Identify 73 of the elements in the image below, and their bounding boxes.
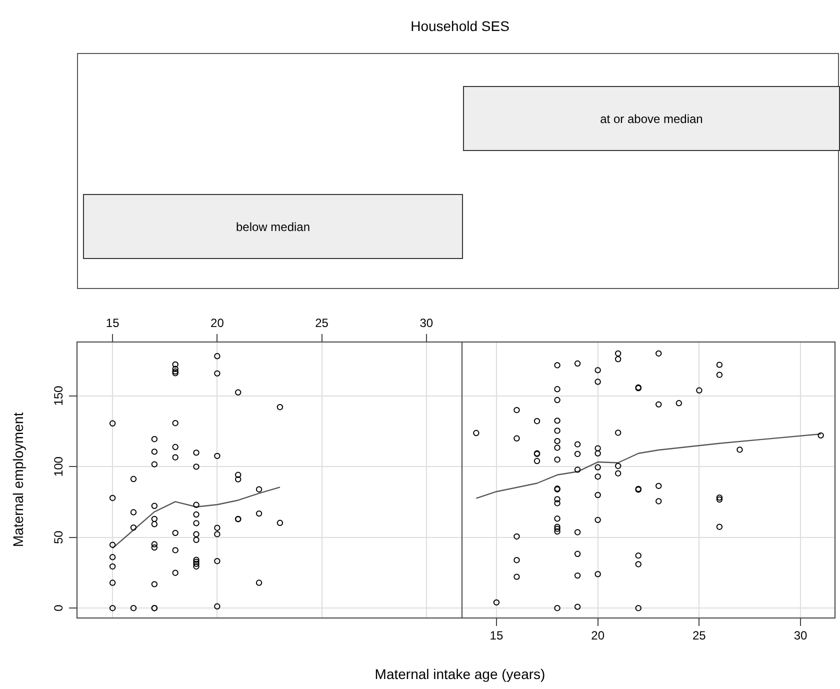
point bbox=[151, 461, 158, 468]
point bbox=[193, 556, 200, 563]
point bbox=[256, 580, 262, 586]
x-tick-label: 25 bbox=[315, 316, 329, 330]
x-tick-label: 30 bbox=[794, 628, 808, 643]
x-tick-label: 20 bbox=[210, 316, 224, 330]
point bbox=[235, 472, 242, 478]
point bbox=[130, 604, 137, 612]
point bbox=[151, 541, 158, 548]
point bbox=[193, 464, 200, 470]
point bbox=[109, 542, 116, 548]
point bbox=[193, 531, 200, 538]
point bbox=[214, 353, 220, 360]
point bbox=[193, 502, 200, 508]
x-tick-label: 15 bbox=[490, 628, 504, 643]
point bbox=[172, 454, 178, 460]
point bbox=[172, 368, 178, 375]
point bbox=[193, 536, 200, 543]
point bbox=[214, 603, 220, 610]
point bbox=[130, 509, 137, 516]
point bbox=[193, 520, 200, 526]
y-tick-label: 150 bbox=[51, 385, 66, 406]
point bbox=[151, 436, 158, 442]
point bbox=[172, 361, 178, 368]
point bbox=[193, 558, 200, 565]
point bbox=[193, 511, 200, 518]
point bbox=[109, 563, 116, 570]
point bbox=[109, 580, 116, 586]
x-tick-label: 20 bbox=[591, 628, 605, 643]
point bbox=[214, 452, 220, 460]
point bbox=[172, 370, 178, 376]
point bbox=[172, 366, 178, 372]
point bbox=[172, 530, 178, 536]
point bbox=[235, 476, 242, 482]
text: Household SES bbox=[410, 18, 510, 34]
point bbox=[256, 510, 262, 517]
x-axis-title: Maternal intake age (years) bbox=[374, 666, 546, 682]
point bbox=[151, 581, 158, 588]
point bbox=[130, 476, 137, 482]
point bbox=[151, 521, 158, 528]
point bbox=[193, 563, 200, 570]
point bbox=[172, 547, 178, 554]
point bbox=[193, 450, 200, 456]
point bbox=[214, 558, 220, 564]
point bbox=[214, 524, 220, 531]
x-tick-label: 25 bbox=[692, 628, 706, 643]
point bbox=[151, 516, 158, 522]
point bbox=[151, 448, 158, 455]
y-tick-label: 0 bbox=[51, 604, 66, 612]
point bbox=[151, 544, 158, 551]
point bbox=[193, 560, 200, 567]
x-tick-label: 30 bbox=[420, 316, 434, 330]
point bbox=[214, 531, 220, 538]
point bbox=[214, 370, 220, 377]
point bbox=[130, 524, 137, 531]
y-axis-title: Maternal employment bbox=[10, 412, 26, 550]
point bbox=[276, 520, 284, 526]
point bbox=[109, 604, 116, 612]
point bbox=[109, 554, 116, 560]
y-tick-label: 100 bbox=[51, 456, 66, 477]
point bbox=[109, 494, 116, 502]
x-tick-label: 15 bbox=[106, 316, 120, 330]
point bbox=[235, 389, 242, 396]
point bbox=[276, 404, 284, 410]
point bbox=[172, 420, 178, 426]
text: at or above median bbox=[463, 86, 840, 151]
text: below median bbox=[83, 194, 463, 259]
point bbox=[172, 444, 178, 450]
point bbox=[256, 486, 262, 492]
point bbox=[151, 502, 158, 509]
point bbox=[172, 570, 178, 576]
point bbox=[109, 420, 116, 426]
y-tick-label: 50 bbox=[51, 530, 66, 544]
